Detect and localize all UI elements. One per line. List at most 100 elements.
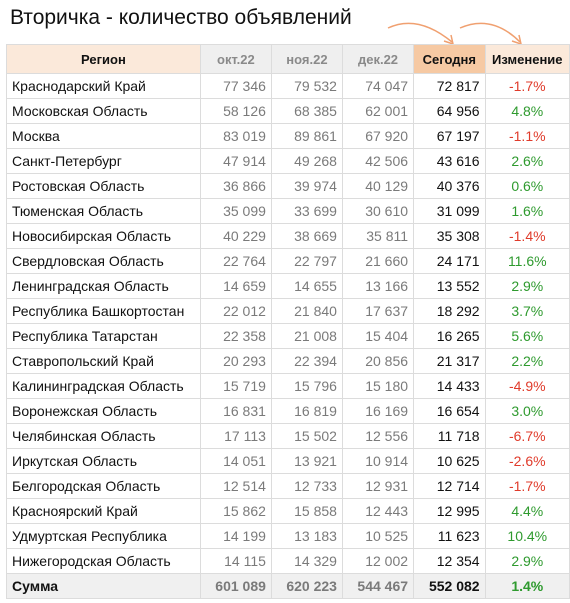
cell-region: Белгородская Область bbox=[6, 473, 201, 499]
cell-region: Московская Область bbox=[6, 98, 201, 124]
cell-oct: 22 012 bbox=[199, 298, 272, 324]
cell-oct: 17 113 bbox=[199, 423, 272, 449]
cell-today: 24 171 bbox=[413, 248, 486, 274]
cell-oct: 58 126 bbox=[199, 98, 272, 124]
column-header-today[interactable]: Сегодня bbox=[413, 44, 486, 74]
table-row: Тюменская Область 35 099 33 699 30 610 31 09… bbox=[6, 198, 570, 224]
cell-change: 4.8% bbox=[484, 98, 570, 124]
cell-oct: 15 719 bbox=[199, 373, 272, 399]
cell-change: 11.6% bbox=[484, 248, 570, 274]
arrow-curve-1 bbox=[387, 22, 453, 43]
cell-change: -2.6% bbox=[484, 448, 570, 474]
table-row: Республика Башкортостан 22 012 21 840 17 63… bbox=[6, 298, 570, 324]
cell-today: 14 433 bbox=[413, 373, 486, 399]
cell-today: 21 317 bbox=[413, 348, 486, 374]
cell-region: Ставропольский Край bbox=[6, 348, 201, 374]
listings-table: Регион окт.22 ноя.22 дек.22 Сегодня Изме… bbox=[6, 44, 570, 599]
cell-today: 16 265 bbox=[413, 323, 486, 349]
cell-region: Ленинградская Область bbox=[6, 273, 201, 299]
cell-oct: 14 051 bbox=[199, 448, 272, 474]
column-header-dec[interactable]: дек.22 bbox=[341, 44, 415, 74]
cell-dec: 15 404 bbox=[341, 323, 415, 349]
cell-oct: 40 229 bbox=[199, 223, 272, 249]
cell-dec: 21 660 bbox=[341, 248, 415, 274]
cell-dec: 67 920 bbox=[341, 123, 415, 149]
cell-nov: 68 385 bbox=[270, 98, 343, 124]
cell-change: -1.7% bbox=[484, 73, 570, 99]
table-row: Краснодарский Край 77 346 79 532 74 047 72 8… bbox=[6, 73, 570, 99]
total-today: 552 082 bbox=[413, 573, 486, 599]
column-header-oct[interactable]: окт.22 bbox=[199, 44, 272, 74]
trend-arrows-decoration bbox=[387, 22, 523, 46]
cell-change: 0.6% bbox=[484, 173, 570, 199]
cell-oct: 22 764 bbox=[199, 248, 272, 274]
cell-today: 12 995 bbox=[413, 498, 486, 524]
cell-dec: 42 506 bbox=[341, 148, 415, 174]
cell-oct: 22 358 bbox=[199, 323, 272, 349]
cell-today: 40 376 bbox=[413, 173, 486, 199]
cell-nov: 22 394 bbox=[270, 348, 343, 374]
cell-dec: 35 811 bbox=[341, 223, 415, 249]
cell-today: 18 292 bbox=[413, 298, 486, 324]
cell-change: 2.6% bbox=[484, 148, 570, 174]
cell-change: -1.4% bbox=[484, 223, 570, 249]
cell-today: 43 616 bbox=[413, 148, 486, 174]
cell-nov: 13 921 bbox=[270, 448, 343, 474]
cell-nov: 33 699 bbox=[270, 198, 343, 224]
cell-change: 2.9% bbox=[484, 273, 570, 299]
cell-change: 10.4% bbox=[484, 523, 570, 549]
cell-region: Свердловская Область bbox=[6, 248, 201, 274]
cell-oct: 83 019 bbox=[199, 123, 272, 149]
cell-today: 13 552 bbox=[413, 273, 486, 299]
cell-change: -1.7% bbox=[484, 473, 570, 499]
cell-region: Воронежская Область bbox=[6, 398, 201, 424]
cell-today: 11 623 bbox=[413, 523, 486, 549]
column-header-nov[interactable]: ноя.22 bbox=[270, 44, 343, 74]
cell-today: 67 197 bbox=[413, 123, 486, 149]
table-row: Ленинградская Область 14 659 14 655 13 166 1… bbox=[6, 273, 570, 299]
cell-today: 35 308 bbox=[413, 223, 486, 249]
cell-change: 3.7% bbox=[484, 298, 570, 324]
cell-dec: 12 931 bbox=[341, 473, 415, 499]
table-row: Ставропольский Край 20 293 22 394 20 856 21 … bbox=[6, 348, 570, 374]
cell-nov: 22 797 bbox=[270, 248, 343, 274]
cell-change: 3.0% bbox=[484, 398, 570, 424]
cell-change: 2.2% bbox=[484, 348, 570, 374]
cell-oct: 35 099 bbox=[199, 198, 272, 224]
table-row: Воронежская Область 16 831 16 819 16 169 16 … bbox=[6, 398, 570, 424]
cell-oct: 14 115 bbox=[199, 548, 272, 574]
cell-nov: 39 974 bbox=[270, 173, 343, 199]
cell-region: Иркутская Область bbox=[6, 448, 201, 474]
cell-nov: 15 858 bbox=[270, 498, 343, 524]
cell-region: Республика Башкортостан bbox=[6, 298, 201, 324]
cell-dec: 13 166 bbox=[341, 273, 415, 299]
table-total-row: Сумма 601 089 620 223 544 467 552 082 1.… bbox=[6, 573, 570, 599]
column-header-change[interactable]: Изменение bbox=[484, 44, 570, 74]
cell-nov: 79 532 bbox=[270, 73, 343, 99]
cell-oct: 14 659 bbox=[199, 273, 272, 299]
cell-nov: 14 655 bbox=[270, 273, 343, 299]
column-header-region[interactable]: Регион bbox=[6, 44, 201, 74]
cell-dec: 20 856 bbox=[341, 348, 415, 374]
cell-dec: 10 525 bbox=[341, 523, 415, 549]
table-body: Краснодарский Край 77 346 79 532 74 047 72 8… bbox=[6, 73, 570, 574]
cell-today: 64 956 bbox=[413, 98, 486, 124]
cell-oct: 36 866 bbox=[199, 173, 272, 199]
cell-nov: 49 268 bbox=[270, 148, 343, 174]
table-row: Челябинская Область 17 113 15 502 12 556 11 … bbox=[6, 423, 570, 449]
table-row: Санкт-Петербург 47 914 49 268 42 506 43 616 2… bbox=[6, 148, 570, 174]
table-row: Республика Татарстан 22 358 21 008 15 404 16… bbox=[6, 323, 570, 349]
table-row: Ростовская Область 36 866 39 974 40 129 40 3… bbox=[6, 173, 570, 199]
cell-change: -6.7% bbox=[484, 423, 570, 449]
cell-today: 12 354 bbox=[413, 548, 486, 574]
cell-oct: 12 514 bbox=[199, 473, 272, 499]
page-title: Вторичка - количество объявлений bbox=[10, 6, 352, 29]
table-row: Белгородская Область 12 514 12 733 12 931 12… bbox=[6, 473, 570, 499]
cell-region: Калининградская Область bbox=[6, 373, 201, 399]
cell-nov: 12 733 bbox=[270, 473, 343, 499]
cell-nov: 16 819 bbox=[270, 398, 343, 424]
cell-dec: 16 169 bbox=[341, 398, 415, 424]
cell-dec: 62 001 bbox=[341, 98, 415, 124]
cell-nov: 13 183 bbox=[270, 523, 343, 549]
table-row: Свердловская Область 22 764 22 797 21 660 24… bbox=[6, 248, 570, 274]
